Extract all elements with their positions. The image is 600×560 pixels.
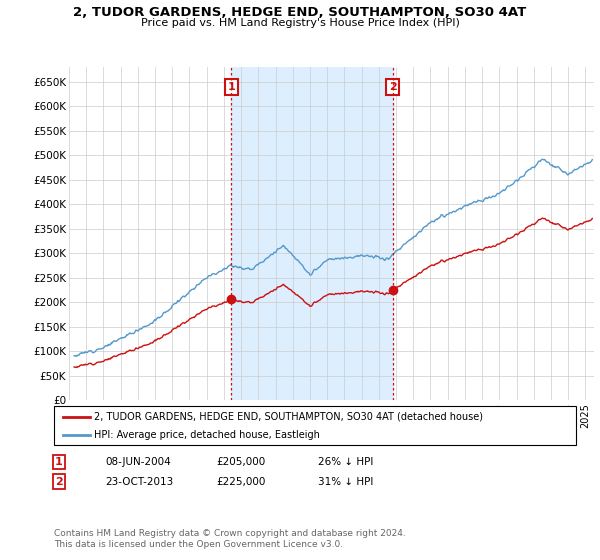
Text: Contains HM Land Registry data © Crown copyright and database right 2024.
This d: Contains HM Land Registry data © Crown c… <box>54 529 406 549</box>
Text: 2: 2 <box>55 477 62 487</box>
Text: £225,000: £225,000 <box>216 477 265 487</box>
Text: 23-OCT-2013: 23-OCT-2013 <box>105 477 173 487</box>
Text: Price paid vs. HM Land Registry's House Price Index (HPI): Price paid vs. HM Land Registry's House … <box>140 18 460 28</box>
Text: 31% ↓ HPI: 31% ↓ HPI <box>318 477 373 487</box>
Text: HPI: Average price, detached house, Eastleigh: HPI: Average price, detached house, East… <box>94 431 320 440</box>
Text: 08-JUN-2004: 08-JUN-2004 <box>105 457 171 467</box>
Text: 1: 1 <box>227 82 235 92</box>
Text: 2, TUDOR GARDENS, HEDGE END, SOUTHAMPTON, SO30 4AT (detached house): 2, TUDOR GARDENS, HEDGE END, SOUTHAMPTON… <box>94 412 483 422</box>
Text: 26% ↓ HPI: 26% ↓ HPI <box>318 457 373 467</box>
Text: 2, TUDOR GARDENS, HEDGE END, SOUTHAMPTON, SO30 4AT: 2, TUDOR GARDENS, HEDGE END, SOUTHAMPTON… <box>73 6 527 18</box>
Text: 1: 1 <box>55 457 62 467</box>
Bar <box>232 67 393 400</box>
Text: 2: 2 <box>389 82 397 92</box>
Text: £205,000: £205,000 <box>216 457 265 467</box>
